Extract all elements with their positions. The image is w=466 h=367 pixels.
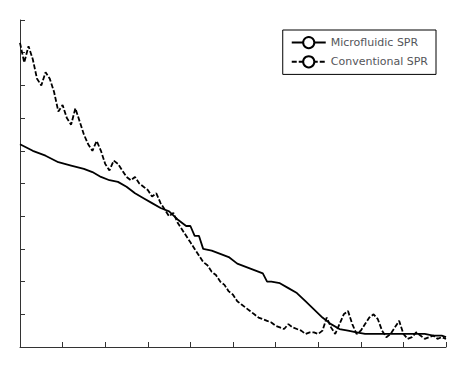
svg-text:Microfluidic SPR: Microfluidic SPR	[331, 36, 419, 49]
svg-text:Conventional SPR: Conventional SPR	[331, 55, 429, 68]
